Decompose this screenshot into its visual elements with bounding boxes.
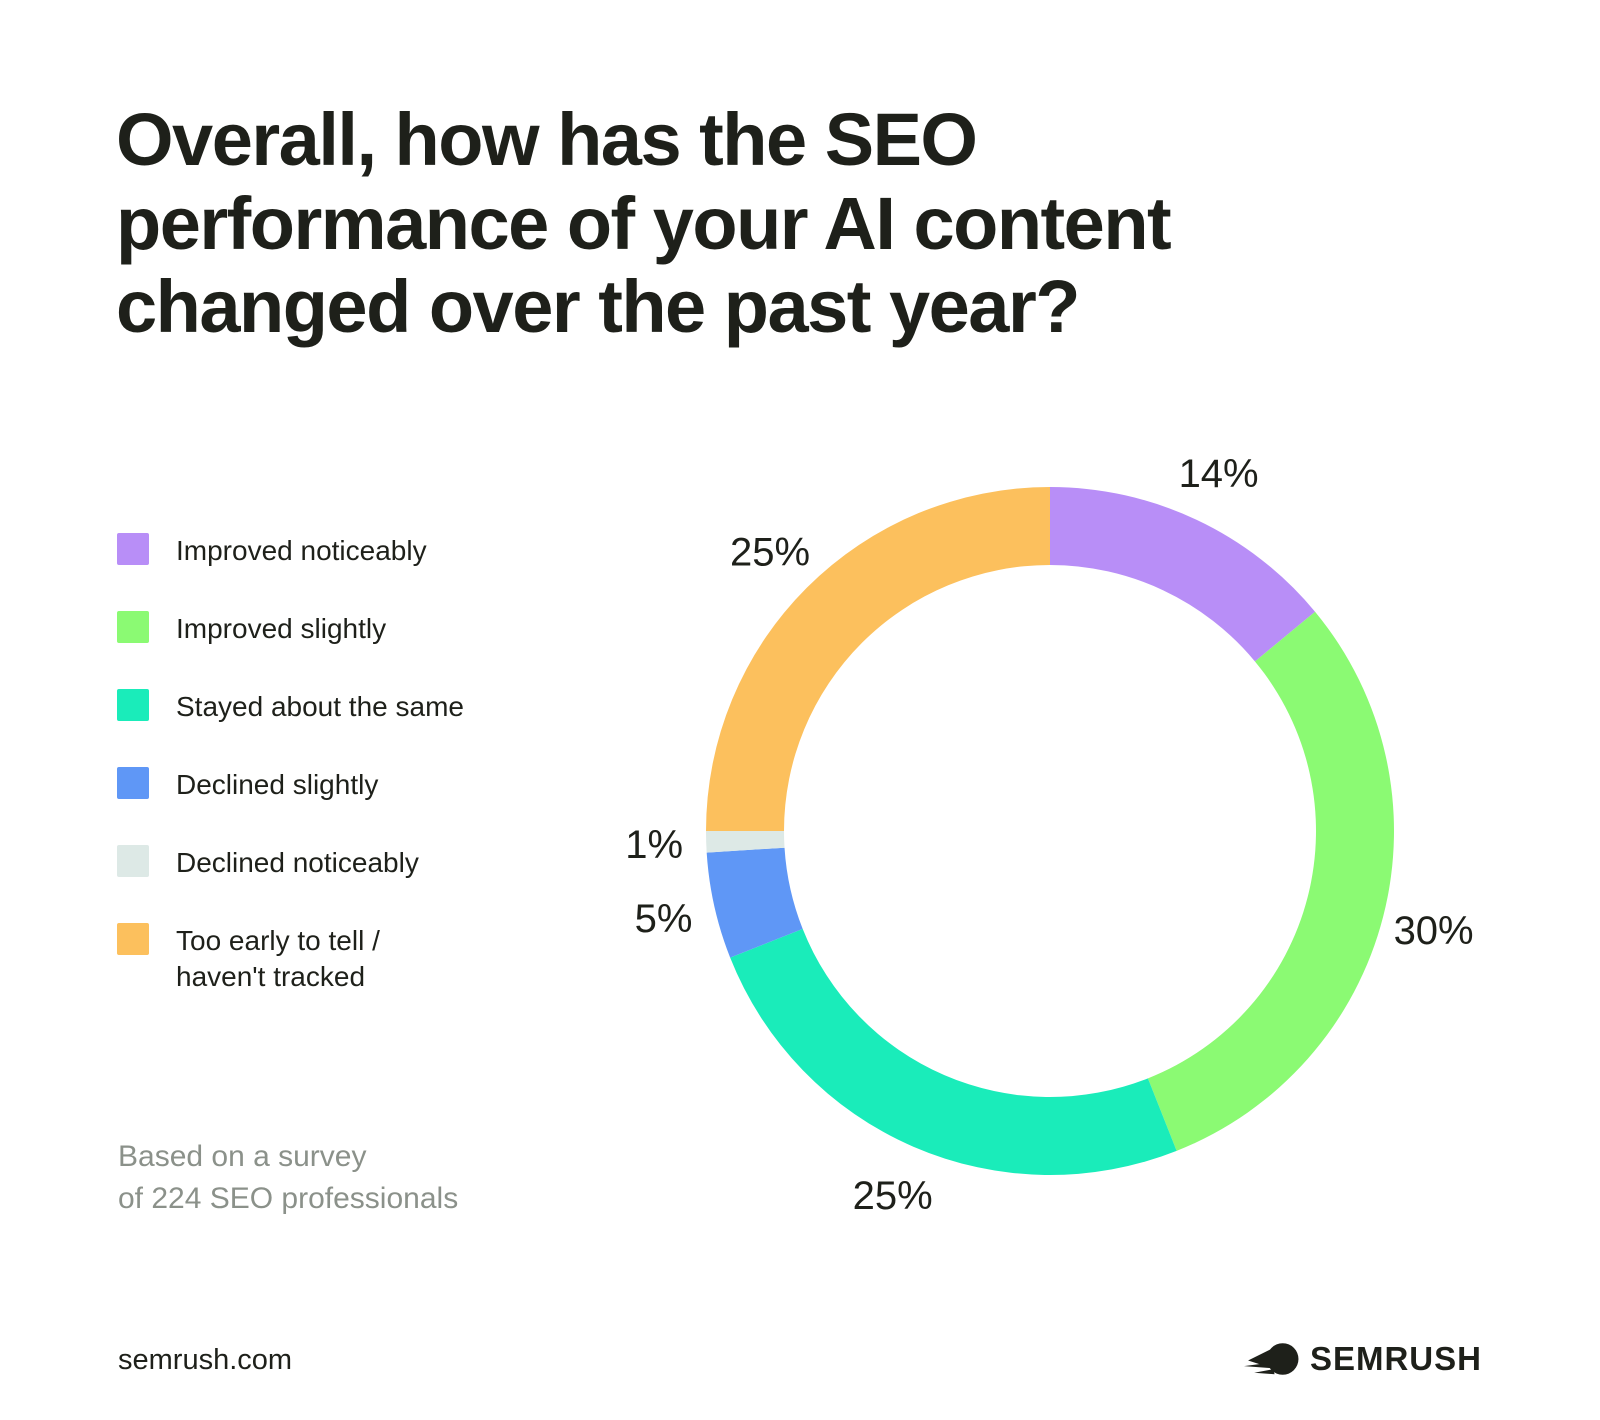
donut-label-5: 25% bbox=[730, 530, 810, 574]
legend-label: Improved noticeably bbox=[176, 535, 427, 566]
color-swatch-declined-slightly bbox=[117, 767, 149, 799]
donut-segment-3 bbox=[706, 847, 803, 958]
legend-label: Too early to tell / haven't tracked bbox=[176, 925, 380, 992]
legend-label: Declined noticeably bbox=[176, 847, 419, 878]
donut-segment-2 bbox=[730, 928, 1177, 1175]
semrush-logo: SEMRUSH bbox=[1243, 1338, 1482, 1380]
donut-label-4: 1% bbox=[625, 823, 683, 867]
donut-segment-1 bbox=[1147, 611, 1394, 1151]
donut-label-2: 25% bbox=[853, 1174, 933, 1218]
title-line-1: Overall, how has the SEO bbox=[116, 98, 978, 181]
donut-segment-4 bbox=[706, 831, 785, 853]
donut-chart-svg: 14% 30% 25% 5% 1% 25% bbox=[625, 452, 1474, 1218]
donut-chart: 14% 30% 25% 5% 1% 25% bbox=[600, 381, 1500, 1281]
legend-item-declined-noticeably: Declined noticeably bbox=[117, 845, 464, 881]
title-line-2: performance of your AI content bbox=[116, 181, 1172, 265]
survey-note: Based on a survey of 224 SEO professiona… bbox=[118, 1136, 458, 1220]
title-line-3: changed over the past year? bbox=[116, 265, 1080, 349]
color-swatch-stayed-same bbox=[117, 689, 149, 721]
survey-note-line-1: Based on a survey bbox=[118, 1140, 367, 1173]
legend-item-stayed-same: Stayed about the same bbox=[117, 689, 464, 725]
brand-name: SEMRUSH bbox=[1309, 1340, 1482, 1377]
donut-label-0: 14% bbox=[1179, 452, 1259, 496]
legend-label: Stayed about the same bbox=[176, 691, 464, 722]
donut-segment-5 bbox=[706, 487, 1050, 831]
donut-label-3: 5% bbox=[635, 897, 693, 941]
legend-item-improved-slightly: Improved slightly bbox=[117, 611, 464, 647]
legend-label: Declined slightly bbox=[176, 769, 379, 800]
color-swatch-improved-noticeably bbox=[117, 533, 149, 565]
donut-segment-0 bbox=[1050, 487, 1316, 662]
survey-note-line-2: of 224 SEO professionals bbox=[118, 1182, 459, 1215]
legend-item-improved-noticeably: Improved noticeably bbox=[117, 533, 464, 569]
color-swatch-too-early bbox=[117, 923, 149, 955]
legend-item-too-early: Too early to tell / haven't tracked bbox=[117, 923, 464, 995]
donut-label-1: 30% bbox=[1394, 909, 1474, 953]
page-title: Overall, how has the SEO performance of … bbox=[116, 98, 1416, 349]
legend-label: Improved slightly bbox=[176, 613, 387, 644]
legend-item-declined-slightly: Declined slightly bbox=[117, 767, 464, 803]
comet-icon bbox=[1243, 1343, 1299, 1375]
color-swatch-improved-slightly bbox=[117, 611, 149, 643]
legend: Improved noticeably Improved slightly St… bbox=[117, 533, 464, 1037]
color-swatch-declined-noticeably bbox=[117, 845, 149, 877]
semrush-url: semrush.com bbox=[118, 1344, 293, 1376]
